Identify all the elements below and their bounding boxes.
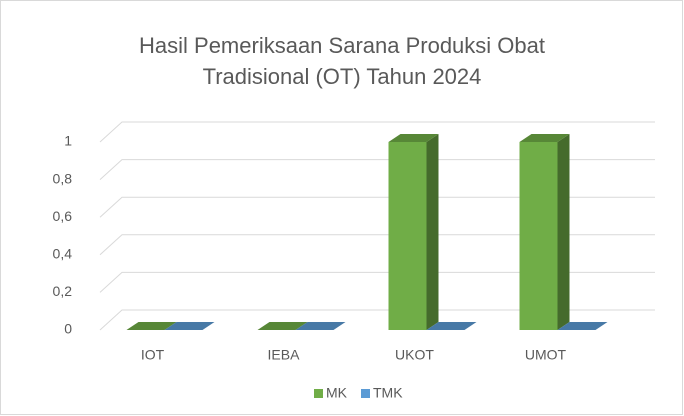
legend-label: MK xyxy=(326,385,348,401)
bar-top xyxy=(164,322,215,330)
legend-label: TMK xyxy=(373,385,403,401)
bar-top xyxy=(126,322,177,330)
grid-line xyxy=(99,234,655,256)
bar-top xyxy=(295,322,346,330)
y-tick-label: 0,4 xyxy=(53,246,73,262)
bar-top xyxy=(257,322,308,330)
bar-top xyxy=(519,134,570,142)
y-tick-label: 0,8 xyxy=(53,170,73,186)
bar-side xyxy=(426,134,439,330)
bar-top xyxy=(388,134,439,142)
x-tick-label: IEBA xyxy=(268,347,301,363)
y-tick-label: 0,6 xyxy=(53,208,73,224)
bar-top xyxy=(557,322,608,330)
x-tick-label: UMOT xyxy=(525,347,567,363)
y-tick-label: 1 xyxy=(64,133,72,149)
bar xyxy=(388,142,427,330)
bar-side xyxy=(557,134,570,330)
grid-line xyxy=(99,159,655,180)
grid-line xyxy=(99,121,655,143)
grid-line xyxy=(99,309,655,331)
y-tick-label: 0 xyxy=(64,321,72,337)
x-tick-label: IOT xyxy=(141,347,165,363)
y-tick-label: 0,2 xyxy=(53,283,73,299)
legend-swatch xyxy=(361,389,370,398)
grid-line xyxy=(99,271,655,293)
chart-title: Hasil Pemeriksaan Sarana Produksi Obat T… xyxy=(139,33,545,89)
legend-swatch xyxy=(314,389,323,398)
grid-line xyxy=(99,196,655,218)
bar xyxy=(519,142,558,330)
bar-top xyxy=(426,322,477,330)
x-tick-label: UKOT xyxy=(395,347,434,363)
